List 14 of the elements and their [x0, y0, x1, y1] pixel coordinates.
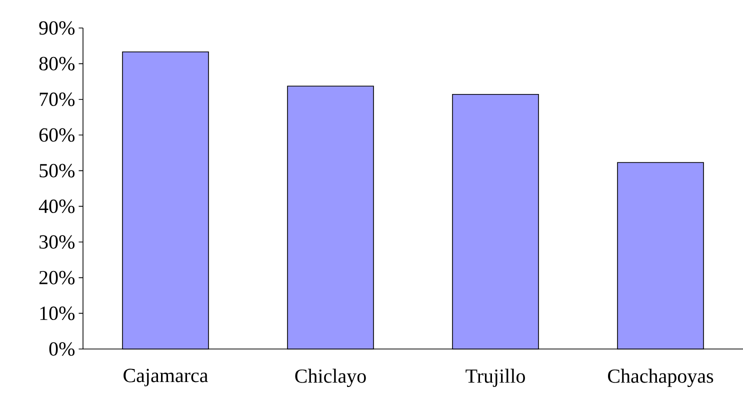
- x-tick-label: Chiclayo: [295, 368, 366, 387]
- y-tick-label: 50%: [40, 164, 75, 178]
- y-tick-label: 10%: [40, 306, 75, 320]
- y-tick-label: 80%: [39, 56, 75, 70]
- y-tick-label: 70%: [40, 92, 75, 106]
- x-tick-label: Chachapoyas: [608, 368, 714, 387]
- y-tick-label: 30%: [40, 235, 75, 249]
- x-tick-label: Cajamarca: [124, 368, 208, 386]
- y-tick-label: 0%: [49, 342, 75, 356]
- x-tick-label: Trujillo: [466, 368, 525, 387]
- y-tick-label: 40%: [38, 200, 75, 214]
- y-tick-label: 60%: [39, 128, 75, 142]
- y-tick-label: 20%: [39, 270, 75, 284]
- y-tick-label: 90%: [39, 21, 75, 35]
